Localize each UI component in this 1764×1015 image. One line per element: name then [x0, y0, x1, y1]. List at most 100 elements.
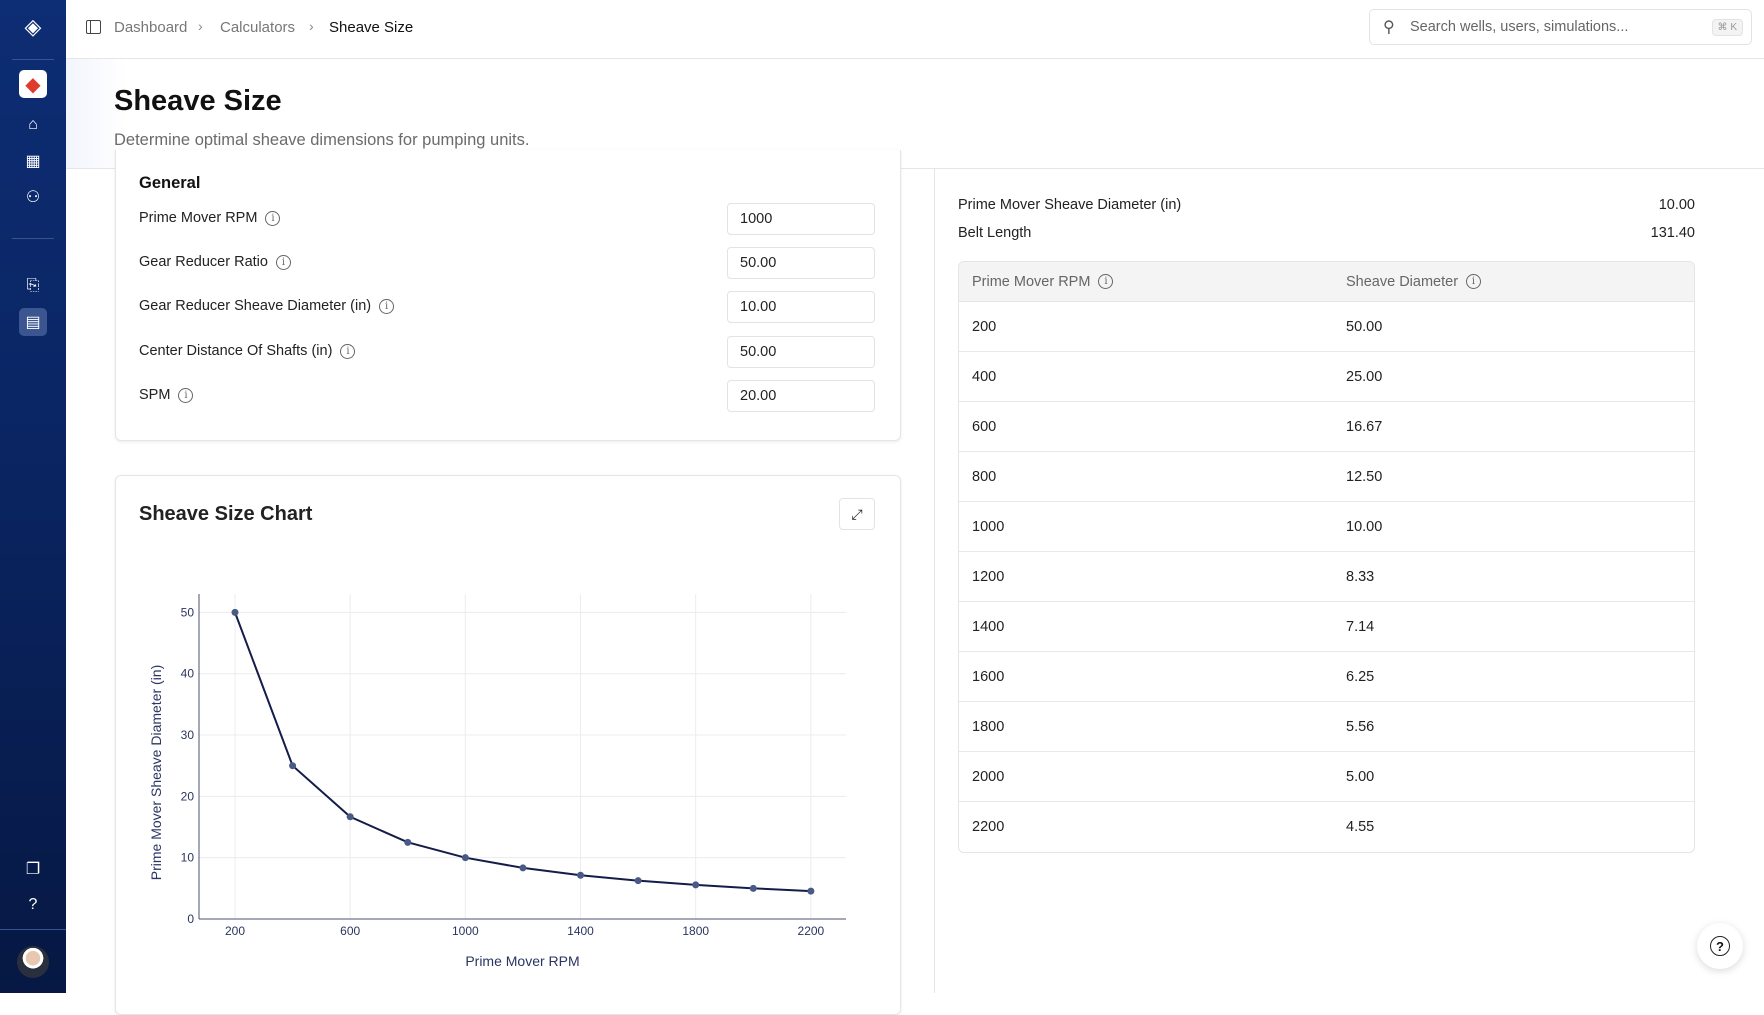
- sidebar: ◈ ◆ ⌂ ▦ ⚇ ⎘ ▤ ❐ ?: [0, 0, 66, 993]
- field-input[interactable]: 50.00: [727, 247, 875, 279]
- cell-rpm: 600: [972, 418, 997, 435]
- info-icon[interactable]: i: [178, 387, 194, 403]
- column-header-sheave-diameter: Sheave Diameter: [1346, 273, 1459, 290]
- info-icon[interactable]: i: [379, 298, 395, 314]
- chevron-right-icon: ›: [198, 18, 203, 34]
- chart-card: [115, 475, 901, 1015]
- column-header-rpm: Prime Mover RPM: [972, 273, 1091, 290]
- cell-rpm: 1400: [972, 618, 1005, 635]
- cell-rpm: 1200: [972, 568, 1005, 585]
- help-button[interactable]: ?: [1697, 923, 1743, 969]
- question-icon: ?: [1710, 936, 1730, 956]
- table-header: Prime Mover RPM i Sheave Diameter i: [959, 262, 1694, 302]
- panel-divider: [934, 169, 935, 993]
- table-row: 1000 10.00: [959, 502, 1694, 552]
- info-icon[interactable]: i: [1098, 274, 1114, 289]
- table-row: 1800 5.56: [959, 702, 1694, 752]
- field-label: Gear Reducer Ratio i: [139, 254, 291, 270]
- sidebar-divider: [0, 929, 66, 930]
- general-heading: General: [139, 174, 201, 192]
- sidebar-toggle-icon[interactable]: [86, 20, 101, 34]
- table-row: 2000 5.00: [959, 752, 1694, 802]
- cell-diameter: 5.00: [1346, 768, 1375, 785]
- chart-title: Sheave Size Chart: [139, 503, 313, 525]
- search-input[interactable]: ⚲ Search wells, users, simulations... ⌘ …: [1369, 9, 1752, 45]
- table-row: 1400 7.14: [959, 602, 1694, 652]
- users-icon[interactable]: ⚇: [25, 189, 41, 206]
- table-row: 2200 4.55: [959, 802, 1694, 852]
- cell-rpm: 2200: [972, 819, 1005, 835]
- field-input-value: 50.00: [740, 255, 777, 271]
- info-icon[interactable]: i: [340, 343, 356, 359]
- breadcrumb-calculators[interactable]: Calculators: [220, 19, 296, 36]
- calculator-icon[interactable]: ▤: [19, 308, 47, 336]
- field-input[interactable]: 10.00: [727, 291, 875, 323]
- field-label-text: SPM: [139, 387, 171, 403]
- field-input-value: 50.00: [740, 344, 777, 360]
- field-label: Prime Mover RPM i: [139, 210, 281, 226]
- page-title: Sheave Size: [114, 85, 282, 117]
- cell-rpm: 1600: [972, 668, 1005, 685]
- cell-diameter: 8.33: [1346, 568, 1375, 585]
- shortcut-badge: ⌘ K: [1711, 19, 1743, 36]
- field-label-text: Gear Reducer Ratio: [139, 254, 268, 270]
- field-label: Center Distance Of Shafts (in) i: [139, 343, 356, 359]
- info-icon[interactable]: i: [265, 210, 281, 226]
- avatar[interactable]: [17, 946, 49, 978]
- cell-rpm: 1000: [972, 518, 1005, 535]
- cell-diameter: 50.00: [1346, 318, 1383, 335]
- cell-rpm: 1800: [972, 718, 1005, 735]
- field-input[interactable]: 1000: [727, 203, 875, 235]
- sidebar-divider: [12, 238, 54, 239]
- results-table: Prime Mover RPM i Sheave Diameter i 200 50.…: [958, 261, 1695, 853]
- page-subtitle: Determine optimal sheave dimensions for …: [114, 131, 530, 149]
- info-icon[interactable]: i: [275, 254, 291, 270]
- table-row: 200 50.00: [959, 302, 1694, 352]
- cell-diameter: 5.56: [1346, 718, 1375, 735]
- search-icon: ⚲: [1383, 19, 1395, 36]
- sidebar-divider: [12, 59, 54, 60]
- file-search-icon[interactable]: ⎘: [26, 277, 40, 294]
- info-icon[interactable]: i: [1466, 274, 1482, 289]
- result-value: 10.00: [1658, 197, 1695, 213]
- table-row: 400 25.00: [959, 352, 1694, 402]
- help-icon[interactable]: ?: [28, 896, 38, 913]
- field-input[interactable]: 50.00: [727, 336, 875, 368]
- company-logo-icon[interactable]: ◆: [19, 70, 47, 98]
- field-input-value: 10.00: [740, 299, 777, 315]
- field-label-text: Center Distance Of Shafts (in): [139, 343, 333, 359]
- cell-rpm: 400: [972, 368, 997, 385]
- cell-diameter: 7.14: [1346, 618, 1375, 635]
- building-icon[interactable]: ▦: [25, 153, 41, 170]
- result-label: Prime Mover Sheave Diameter (in): [958, 197, 1182, 213]
- cell-diameter: 4.55: [1346, 819, 1375, 835]
- pumpjack-icon[interactable]: ⌂: [28, 116, 38, 133]
- cell-diameter: 12.50: [1346, 468, 1383, 485]
- cell-diameter: 10.00: [1346, 518, 1383, 535]
- cell-diameter: 16.67: [1346, 418, 1383, 435]
- cell-rpm: 800: [972, 468, 997, 485]
- result-row: Prime Mover Sheave Diameter (in) 10.00: [958, 197, 1695, 213]
- app-logo-icon[interactable]: ◈: [24, 14, 42, 39]
- chevron-right-icon: ›: [309, 18, 314, 34]
- table-row: 800 12.50: [959, 452, 1694, 502]
- copy-icon[interactable]: ❐: [25, 861, 41, 878]
- breadcrumb-current: Sheave Size: [329, 19, 414, 36]
- field-input-value: 1000: [740, 211, 773, 227]
- table-row: 1200 8.33: [959, 552, 1694, 602]
- expand-icon[interactable]: ⤢: [839, 498, 875, 530]
- result-value: 131.40: [1650, 225, 1695, 241]
- field-input[interactable]: 20.00: [727, 380, 875, 412]
- search-placeholder: Search wells, users, simulations...: [1410, 19, 1629, 35]
- field-label-text: Gear Reducer Sheave Diameter (in): [139, 298, 372, 314]
- field-label: SPM i: [139, 387, 194, 403]
- cell-diameter: 25.00: [1346, 368, 1383, 385]
- page-header: Sheave Size Determine optimal sheave dim…: [66, 59, 1764, 169]
- cell-diameter: 6.25: [1346, 668, 1375, 685]
- field-label-text: Prime Mover RPM: [139, 210, 258, 226]
- field-input-value: 20.00: [740, 388, 777, 404]
- result-label: Belt Length: [958, 225, 1032, 241]
- table-row: 1600 6.25: [959, 652, 1694, 702]
- cell-rpm: 2000: [972, 768, 1005, 785]
- breadcrumb-dashboard[interactable]: Dashboard: [114, 19, 188, 36]
